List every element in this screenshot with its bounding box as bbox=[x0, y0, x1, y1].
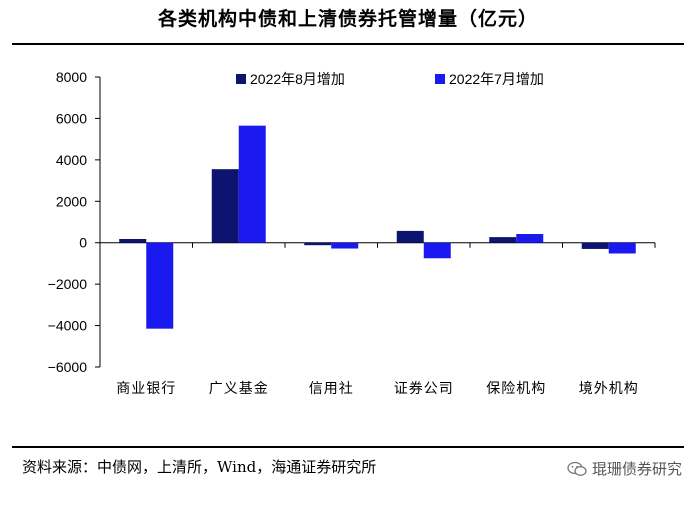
y-tick-label: 8000 bbox=[56, 69, 87, 85]
category-label: 广义基金 bbox=[209, 380, 269, 397]
watermark: 琨珊债券研究 bbox=[567, 458, 682, 479]
bar-jul-4 bbox=[516, 234, 544, 243]
bar-aug-1 bbox=[211, 169, 239, 243]
y-tick-label: 2000 bbox=[56, 193, 87, 209]
bar-layer bbox=[119, 125, 636, 329]
watermark-text: 琨珊债券研究 bbox=[591, 460, 682, 478]
footer-rule bbox=[12, 446, 684, 448]
y-tick-label: −6000 bbox=[48, 359, 88, 375]
legend-swatch-aug bbox=[236, 74, 246, 84]
category-label: 商业银行 bbox=[116, 381, 176, 397]
bar-jul-3 bbox=[423, 242, 451, 259]
category-label: 信用社 bbox=[309, 381, 354, 397]
bar-jul-2 bbox=[331, 242, 359, 249]
legend-label-jul: 2022年7月增加 bbox=[449, 71, 544, 87]
y-tick-label: 4000 bbox=[56, 152, 87, 168]
bar-aug-2 bbox=[304, 242, 332, 246]
bar-jul-1 bbox=[238, 125, 266, 243]
legend-swatch-jul bbox=[435, 74, 445, 84]
category-label: 证券公司 bbox=[394, 381, 454, 397]
bar-jul-0 bbox=[146, 242, 174, 329]
page-title: 各类机构中债和上清债券托管增量（亿元） bbox=[157, 8, 538, 30]
axis-layer: 8000 6000 4000 2000 0 −2000 −4000 −6000 商业银行 广义基金… bbox=[48, 69, 656, 397]
bar-jul-5 bbox=[608, 242, 636, 254]
legend: 2022年8月增加 2022年7月增加 bbox=[236, 71, 544, 87]
wechat-icon bbox=[567, 461, 587, 476]
bar-aug-3 bbox=[396, 230, 424, 243]
bar-aug-0 bbox=[119, 238, 147, 243]
category-label: 保险机构 bbox=[486, 381, 546, 397]
y-tick-label: 0 bbox=[79, 235, 87, 251]
y-tick-label: 6000 bbox=[56, 110, 87, 126]
y-tick-label: −4000 bbox=[48, 318, 88, 334]
y-tick-label: −2000 bbox=[48, 276, 88, 292]
category-label: 境外机构 bbox=[579, 381, 639, 397]
legend-label-aug: 2022年8月增加 bbox=[250, 71, 345, 87]
bar-aug-4 bbox=[489, 237, 517, 243]
bar-aug-5 bbox=[581, 242, 609, 249]
bar-chart: 8000 6000 4000 2000 0 −2000 −4000 −6000 商业银行 广义基金… bbox=[48, 69, 656, 397]
source-note: 资料来源：中债网，上清所，Wind，海通证券研究所 bbox=[22, 458, 377, 476]
title-rule bbox=[12, 43, 684, 45]
